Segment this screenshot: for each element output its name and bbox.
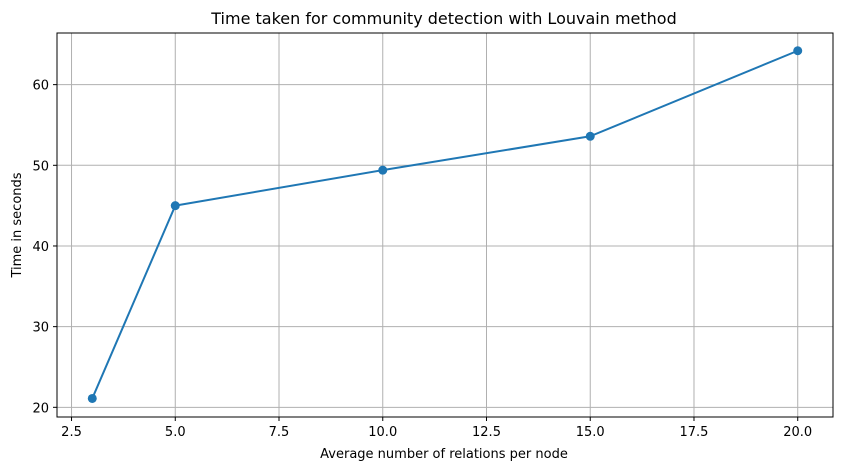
y-tick-label: 30: [32, 321, 49, 336]
x-tick-label: 2.5: [61, 425, 82, 440]
data-point: [170, 201, 180, 211]
series-group: [87, 46, 803, 403]
y-tick-label: 20: [32, 401, 49, 416]
y-axis-ticks: 20 30 40 50 60: [32, 79, 57, 416]
grid: [57, 33, 833, 417]
x-axis-label: Average number of relations per node: [320, 447, 568, 462]
y-tick-label: 40: [32, 240, 49, 255]
y-axis-label: Time in seconds: [10, 172, 25, 278]
x-tick-label: 20.0: [783, 425, 812, 440]
x-tick-label: 10.0: [368, 425, 397, 440]
data-point: [793, 46, 803, 56]
plot-frame: [56, 32, 834, 418]
data-point: [585, 131, 595, 141]
x-axis-ticks: 2.5 5.0 7.5 10.0 12.5 15.0 17.5 20.0: [61, 417, 812, 440]
x-tick-label: 15.0: [576, 425, 605, 440]
x-tick-label: 12.5: [472, 425, 501, 440]
data-point: [378, 165, 388, 175]
x-tick-label: 7.5: [269, 425, 290, 440]
x-tick-label: 17.5: [680, 425, 709, 440]
y-tick-label: 50: [32, 159, 49, 174]
chart-title: Time taken for community detection with …: [210, 9, 676, 28]
x-tick-label: 5.0: [165, 425, 186, 440]
y-tick-label: 60: [32, 79, 49, 94]
data-point: [87, 393, 97, 403]
series-line: [91, 49, 799, 399]
